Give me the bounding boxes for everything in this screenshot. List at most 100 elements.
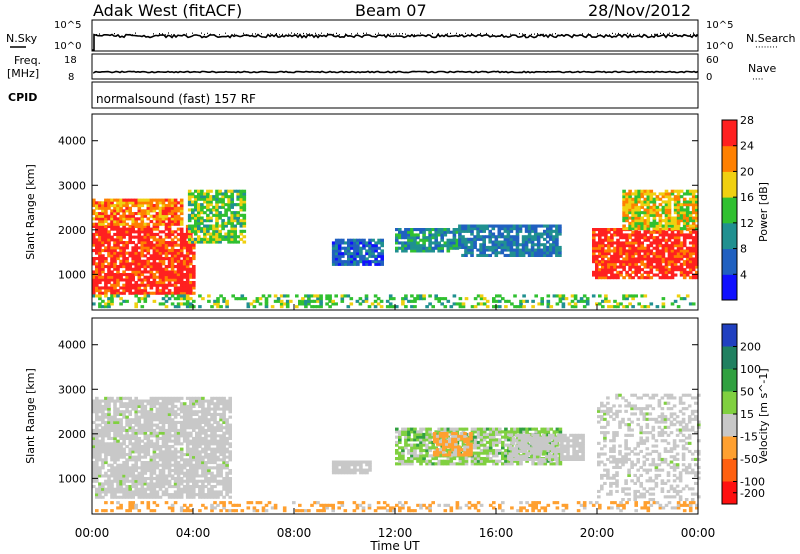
power-cell [667,197,672,201]
power-cell [676,257,681,261]
velocity-cell [140,455,145,459]
velocity-cell [192,469,196,473]
velocity-cell [164,439,169,443]
velocity-cell [222,477,226,481]
power-cell [616,246,620,250]
velocity-cell [116,450,120,454]
velocity-cell [449,457,454,461]
power-cell [176,302,181,306]
power-cell [476,229,480,233]
power-cell [610,233,614,237]
power-cell [552,245,556,249]
velocity-cell [222,426,226,430]
power-cell [122,299,126,303]
velocity-cell [131,434,135,438]
power-cell [416,236,420,240]
velocity-cell [185,410,190,414]
velocity-cell [473,462,478,466]
velocity-cell [101,426,105,430]
power-cell [192,273,196,277]
power-cell [218,205,222,209]
power-cell [649,195,654,199]
velocity-cell [207,458,211,462]
power-cell [413,236,417,240]
power-cell [170,249,175,253]
power-cell [110,201,114,205]
power-cell [221,195,225,199]
power-cell [227,203,231,207]
power-cell [216,299,220,303]
power-cell [200,208,204,212]
power-cell [695,197,699,201]
power-cell [604,233,608,237]
velocity-cell [116,418,120,422]
power-cell [350,257,354,261]
velocity-cell [155,461,160,465]
power-cell [664,230,669,234]
velocity-cell [140,493,145,497]
power-cell [167,204,172,208]
power-cell [152,291,157,295]
power-cell [476,248,480,252]
power-cell [404,228,408,232]
power-cell [682,211,687,215]
velocity-cell [207,439,211,443]
velocity-cell [95,445,99,449]
power-cell [410,305,414,309]
velocity-cell [198,420,202,424]
velocity-cell [173,420,178,424]
velocity-cell [110,474,114,478]
velocity-cell [195,396,199,400]
power-cell [380,262,384,266]
power-cell [676,241,681,245]
power-cell [328,299,332,303]
velocity-cell [128,399,132,403]
power-cell [134,291,138,295]
velocity-cell [195,445,199,449]
power-cell [518,251,523,255]
power-cell [464,224,468,228]
velocity-cell [422,457,426,461]
power-cell [140,198,145,202]
power-cell [116,227,120,231]
velocity-cell [110,482,114,486]
power-cell [92,289,96,293]
velocity-cell [425,449,429,453]
power-cell [658,192,663,196]
power-cell [530,227,535,231]
power-cell [676,221,681,225]
power-cell [203,197,207,201]
power-cell [552,240,556,244]
power-cell [688,224,693,228]
power-cell [664,241,669,245]
velocity-cell [146,428,151,432]
velocity-cell [398,438,402,442]
power-cell [227,205,231,209]
power-cell [373,294,378,298]
power-cell [316,294,320,298]
velocity-cell [143,412,148,416]
velocity-cell [419,462,423,466]
power-cell [646,219,651,223]
power-cell [452,233,457,237]
velocity-cell [146,423,151,427]
power-cell [667,238,672,242]
power-cell [507,299,511,303]
power-cell [173,241,178,245]
power-cell [176,305,181,309]
power-cell [371,246,375,250]
velocity-cell [95,404,99,408]
velocity-cell [164,442,169,446]
power-cell [158,273,163,277]
power-cell [488,248,492,252]
velocity-cell [434,457,438,461]
velocity-cell [464,462,469,466]
velocity-cell [158,415,163,419]
power-cell [467,237,471,241]
power-cell [661,260,666,264]
velocity-cell [167,463,172,467]
velocity-cell [110,415,114,419]
power-cell [107,297,111,301]
power-cell [464,237,468,241]
power-cell [549,243,553,247]
